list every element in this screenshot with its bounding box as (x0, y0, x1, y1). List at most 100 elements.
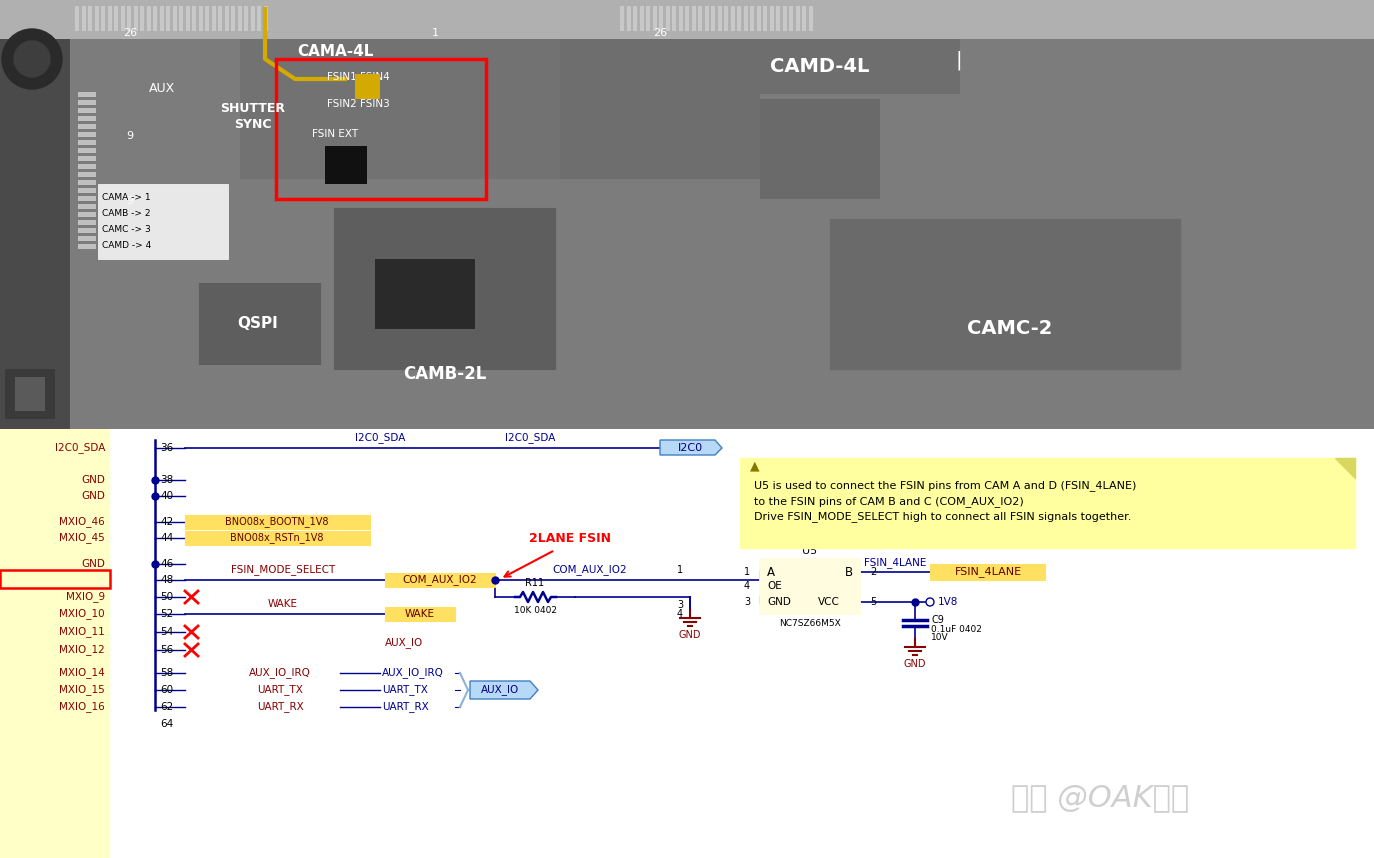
Bar (750, 6, 754, 31)
Text: WAKE: WAKE (268, 599, 298, 609)
Text: GND: GND (81, 559, 104, 569)
Text: I2C0_SDA: I2C0_SDA (55, 443, 104, 454)
Bar (114, 6, 118, 31)
Bar (78, 148, 96, 153)
Bar (201, 284, 320, 364)
Bar (78, 100, 96, 105)
Bar (78, 236, 96, 241)
Bar (783, 6, 786, 31)
Text: CAMA-4L: CAMA-4L (297, 44, 374, 58)
Text: GND: GND (81, 491, 104, 501)
Text: 42: 42 (159, 517, 173, 527)
Bar (78, 140, 96, 145)
Text: 1V8: 1V8 (938, 597, 959, 607)
Bar (133, 6, 137, 31)
Text: 3: 3 (677, 600, 683, 610)
Text: B: B (845, 565, 853, 578)
Polygon shape (1336, 458, 1355, 478)
Bar (159, 6, 164, 31)
Text: UART_RX: UART_RX (257, 702, 304, 712)
Bar (741, 458, 1355, 548)
Text: MXIO_46: MXIO_46 (59, 517, 104, 528)
Text: NC7SZ66M5X: NC7SZ66M5X (779, 619, 841, 629)
Text: WAKE: WAKE (405, 609, 436, 619)
Text: SHUTTER
SYNC: SHUTTER SYNC (220, 101, 286, 130)
Text: CAMB-2L: CAMB-2L (404, 365, 486, 383)
Text: CAMD -> 4: CAMD -> 4 (102, 240, 151, 250)
Bar (705, 6, 709, 31)
Text: 10V: 10V (932, 632, 948, 642)
Text: MXIO_15: MXIO_15 (59, 685, 104, 696)
Text: UART_TX: UART_TX (382, 685, 427, 696)
Text: ▲: ▲ (750, 460, 760, 473)
Bar (185, 515, 370, 529)
Text: MXIO_9: MXIO_9 (66, 591, 104, 602)
Bar (354, 74, 381, 99)
Bar (653, 6, 657, 31)
Bar (98, 184, 228, 259)
Text: CAMC -> 3: CAMC -> 3 (102, 225, 151, 233)
Polygon shape (470, 681, 539, 699)
Text: AUX_IO: AUX_IO (481, 685, 519, 696)
Bar (5, 369, 55, 419)
Text: CAMD-4L: CAMD-4L (771, 57, 870, 76)
Circle shape (1, 29, 62, 89)
Text: A: A (767, 565, 775, 578)
Bar (78, 220, 96, 225)
Text: GND: GND (679, 630, 701, 640)
Text: MXIO_10: MXIO_10 (59, 608, 104, 619)
Bar (198, 6, 202, 31)
Bar (731, 6, 735, 31)
Bar (757, 6, 760, 31)
Bar (776, 6, 780, 31)
Text: COM_AUX_IO2: COM_AUX_IO2 (552, 564, 628, 575)
Bar (166, 6, 170, 31)
Text: MXIO_11: MXIO_11 (59, 626, 104, 637)
Bar (88, 6, 92, 31)
Text: |: | (955, 51, 962, 70)
Text: 1: 1 (431, 28, 438, 38)
Bar (205, 6, 209, 31)
Bar (686, 6, 688, 31)
Text: 2LANE FSIN: 2LANE FSIN (529, 531, 611, 545)
Text: 26: 26 (653, 28, 666, 38)
Text: 58: 58 (159, 668, 173, 678)
Bar (78, 180, 96, 185)
Text: VCC: VCC (818, 597, 840, 607)
Text: 0.1uF 0402: 0.1uF 0402 (932, 625, 982, 633)
Bar (796, 6, 800, 31)
Bar (218, 6, 223, 31)
Text: MXIO_6: MXIO_6 (66, 575, 104, 585)
Text: UART_RX: UART_RX (382, 702, 429, 712)
Text: CAMC-2: CAMC-2 (967, 319, 1052, 339)
Bar (646, 6, 650, 31)
Text: 38: 38 (159, 475, 173, 485)
Text: GND: GND (81, 475, 104, 485)
Text: 60: 60 (159, 685, 173, 695)
Bar (679, 6, 683, 31)
Text: FSIN1 FSIN4: FSIN1 FSIN4 (327, 72, 389, 82)
Bar (736, 6, 741, 31)
Text: U5: U5 (802, 546, 818, 556)
Bar (760, 559, 860, 614)
Text: AUX_IO_IRQ: AUX_IO_IRQ (382, 668, 444, 679)
Bar (672, 6, 676, 31)
Bar (238, 6, 242, 31)
Bar (660, 6, 664, 31)
Text: 5: 5 (870, 597, 877, 607)
Text: 46: 46 (159, 559, 173, 569)
Text: CAMB -> 2: CAMB -> 2 (102, 208, 151, 217)
Text: C9: C9 (932, 615, 944, 625)
Bar (561, 39, 760, 179)
Bar (15, 377, 45, 411)
Text: 10K 0402: 10K 0402 (514, 606, 556, 615)
Text: 2: 2 (870, 567, 877, 577)
Bar (264, 6, 268, 31)
Bar (107, 6, 111, 31)
Bar (240, 39, 631, 179)
Bar (385, 573, 495, 587)
Text: FSIN EXT: FSIN EXT (312, 129, 359, 139)
Text: FSIN2 FSIN3: FSIN2 FSIN3 (327, 99, 389, 109)
Bar (78, 156, 96, 161)
Bar (760, 99, 879, 199)
